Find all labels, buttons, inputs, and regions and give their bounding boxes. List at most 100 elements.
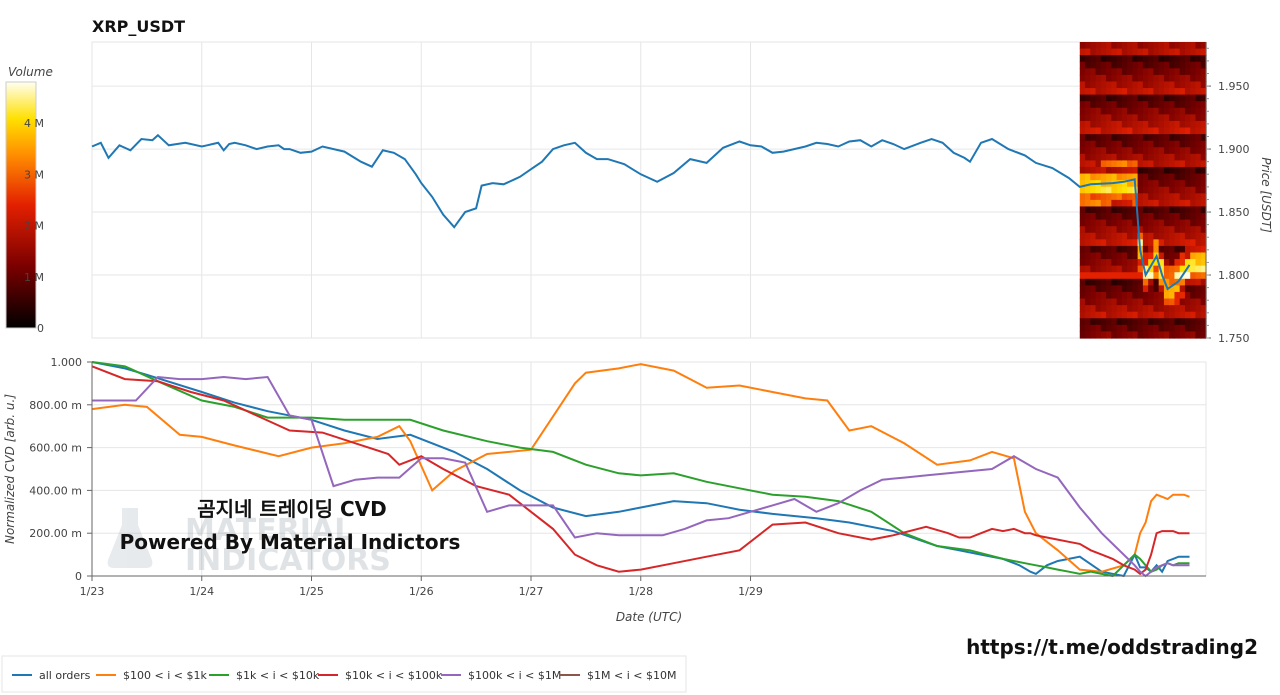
heatmap-cell [1184, 166, 1191, 175]
heatmap-cell [1179, 239, 1186, 247]
heatmap-cell [1116, 61, 1123, 69]
heatmap-cell [1153, 278, 1160, 286]
heatmap-cell [1132, 298, 1139, 306]
heatmap-cell [1095, 68, 1102, 76]
heatmap-cell [1174, 114, 1181, 122]
heatmap-cell [1106, 147, 1112, 155]
heatmap-cell [1190, 226, 1197, 234]
heatmap-cell [1179, 305, 1186, 313]
heatmap-cell [1169, 48, 1176, 56]
heatmap-cell [1163, 318, 1170, 326]
heatmap-cell [1184, 74, 1191, 83]
heatmap-cell [1200, 291, 1207, 300]
heatmap-cell [1127, 311, 1133, 319]
heatmap-cell [1127, 180, 1133, 188]
heatmap-cell [1090, 291, 1097, 300]
heatmap-cell [1148, 298, 1155, 306]
heatmap-cell [1148, 213, 1155, 221]
heatmap-cell [1148, 140, 1155, 148]
heatmap-cell [1100, 193, 1107, 201]
heatmap-cell [1195, 107, 1202, 115]
heatmap-cell [1153, 311, 1160, 319]
price-line [91, 133, 1191, 291]
heatmap-cell [1127, 94, 1133, 102]
heatmap-cell [1195, 265, 1202, 273]
heatmap-cell [1116, 186, 1123, 194]
heatmap-cell [1079, 173, 1086, 181]
telegram-link[interactable]: https://t.me/oddstrading2 [966, 635, 1258, 659]
heatmap-cell [1142, 74, 1149, 83]
heatmap-cell [1127, 232, 1133, 240]
heatmap-cell [1158, 278, 1165, 286]
heatmap-cell [1200, 55, 1207, 63]
heatmap-cell [1111, 61, 1118, 69]
heatmap-cell [1137, 199, 1144, 208]
heatmap-cell [1111, 120, 1118, 129]
heatmap-cell [1095, 291, 1102, 300]
heatmap-cell [1106, 173, 1112, 181]
heatmap-cell [1195, 311, 1202, 319]
heatmap-cell [1127, 140, 1133, 148]
heatmap-cell [1121, 55, 1128, 63]
heatmap-cell [1116, 180, 1123, 188]
heatmap-cell [1079, 252, 1086, 260]
heatmap-cell [1195, 147, 1202, 155]
heatmap-cell [1116, 153, 1123, 161]
heatmap-cell [1174, 252, 1181, 260]
heatmap-cell [1158, 252, 1165, 260]
heatmap-cell [1195, 48, 1202, 56]
heatmap-cell [1200, 265, 1207, 273]
heatmap-cell [1148, 88, 1155, 96]
heatmap-cell [1148, 153, 1155, 161]
heatmap-cell [1153, 61, 1160, 69]
heatmap-cell [1106, 206, 1112, 214]
heatmap-cell [1142, 285, 1149, 293]
heatmap-cell [1095, 160, 1102, 168]
heatmap-cell [1127, 226, 1133, 234]
heatmap-cell [1090, 278, 1097, 286]
heatmap-cell [1148, 180, 1155, 188]
heatmap-cell [1142, 160, 1149, 168]
heatmap-cell [1085, 42, 1091, 50]
heatmap-cell [1153, 55, 1160, 63]
heatmap-cell [1090, 68, 1097, 76]
date-tick-label: 1/28 [628, 585, 653, 598]
heatmap-cell [1190, 114, 1197, 122]
heatmap-cell [1184, 147, 1191, 155]
heatmap-cell [1190, 285, 1197, 293]
heatmap-cell [1106, 311, 1112, 319]
heatmap-cell [1095, 219, 1102, 227]
heatmap-cell [1163, 324, 1170, 333]
heatmap-cell [1127, 318, 1133, 326]
heatmap-cell [1163, 173, 1170, 181]
heatmap-cell [1090, 55, 1097, 63]
heatmap-cell [1195, 173, 1202, 181]
heatmap-cell [1179, 180, 1186, 188]
heatmap-cell [1174, 193, 1181, 201]
heatmap-cell [1090, 199, 1097, 208]
heatmap-cell [1142, 199, 1149, 208]
heatmap-cell [1111, 265, 1118, 273]
heatmap-cell [1095, 259, 1102, 267]
heatmap-cell [1148, 219, 1155, 227]
heatmap-cell [1200, 311, 1207, 319]
heatmap-cell [1179, 226, 1186, 234]
heatmap-cell [1116, 285, 1123, 293]
heatmap-cell [1121, 114, 1128, 122]
heatmap-cell [1200, 245, 1207, 254]
heatmap-cell [1116, 265, 1123, 273]
heatmap-cell [1174, 291, 1181, 300]
heatmap-cell [1085, 199, 1091, 208]
heatmap-cell [1085, 147, 1091, 155]
heatmap-cell [1195, 199, 1202, 208]
heatmap-cell [1200, 81, 1207, 89]
heatmap-cell [1169, 232, 1176, 240]
heatmap-cell [1190, 318, 1197, 326]
heatmap-cell [1174, 311, 1181, 319]
heatmap-cell [1184, 239, 1191, 247]
heatmap-cell [1179, 298, 1186, 306]
heatmap-cell [1095, 94, 1102, 102]
heatmap-cell [1153, 219, 1160, 227]
heatmap-cell [1116, 305, 1123, 313]
heatmap-cell [1142, 226, 1149, 234]
